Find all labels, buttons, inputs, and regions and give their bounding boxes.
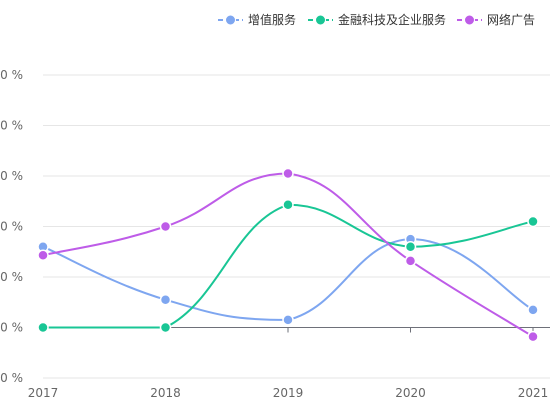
- legend-item-1[interactable]: 金融科技及企业服务: [308, 12, 446, 27]
- y-tick-label: -10 %: [0, 371, 23, 385]
- data-point[interactable]: [527, 304, 539, 316]
- legend-item-2[interactable]: 网络广告: [457, 12, 535, 27]
- data-point[interactable]: [282, 199, 294, 211]
- legend-label: 增值服务: [248, 12, 296, 27]
- series-lines: [42, 172, 534, 338]
- y-tick-label: 50 %: [0, 68, 23, 82]
- legend-item-0[interactable]: 增值服务: [218, 12, 296, 27]
- grid: [43, 74, 550, 379]
- legend-dot-icon: [464, 14, 475, 26]
- x-tick-label: 2017: [28, 386, 59, 400]
- data-point[interactable]: [37, 321, 49, 334]
- data-point[interactable]: [37, 249, 49, 262]
- data-point[interactable]: [282, 167, 294, 180]
- legend-label: 网络广告: [487, 12, 535, 27]
- data-point[interactable]: [527, 215, 539, 228]
- data-point[interactable]: [527, 330, 539, 343]
- x-tick-label: 2020: [395, 386, 426, 400]
- legend-label: 金融科技及企业服务: [338, 12, 446, 27]
- y-tick-label: 40 %: [0, 119, 23, 133]
- y-tick-label: 30 %: [0, 169, 23, 183]
- y-tick-label: 20 %: [0, 220, 23, 234]
- data-point[interactable]: [159, 293, 172, 306]
- legend[interactable]: 增值服务 金融科技及企业服务 网络广告: [218, 12, 535, 27]
- x-tick-label: 2019: [273, 386, 304, 400]
- series-line-2: [42, 172, 534, 338]
- y-tick-label: 10 %: [0, 270, 23, 284]
- y-axis: -10 % 0 % 10 % 20 % 30 % 40 % 50 %: [0, 68, 23, 385]
- legend-dot-icon: [315, 14, 326, 26]
- series-points: [37, 167, 539, 343]
- series-line-1: [43, 203, 534, 329]
- data-point[interactable]: [404, 255, 417, 267]
- x-axis: 2017 2018 2019 2020 2021: [28, 327, 550, 400]
- x-tick-label: 2021: [518, 386, 549, 400]
- y-tick-label: 0 %: [0, 321, 23, 335]
- series-line-0: [42, 238, 534, 321]
- x-tick-label: 2018: [150, 386, 181, 400]
- data-point[interactable]: [159, 220, 172, 233]
- data-point[interactable]: [159, 321, 172, 334]
- data-point[interactable]: [282, 314, 294, 326]
- legend-dot-icon: [225, 14, 236, 26]
- data-point[interactable]: [404, 240, 417, 253]
